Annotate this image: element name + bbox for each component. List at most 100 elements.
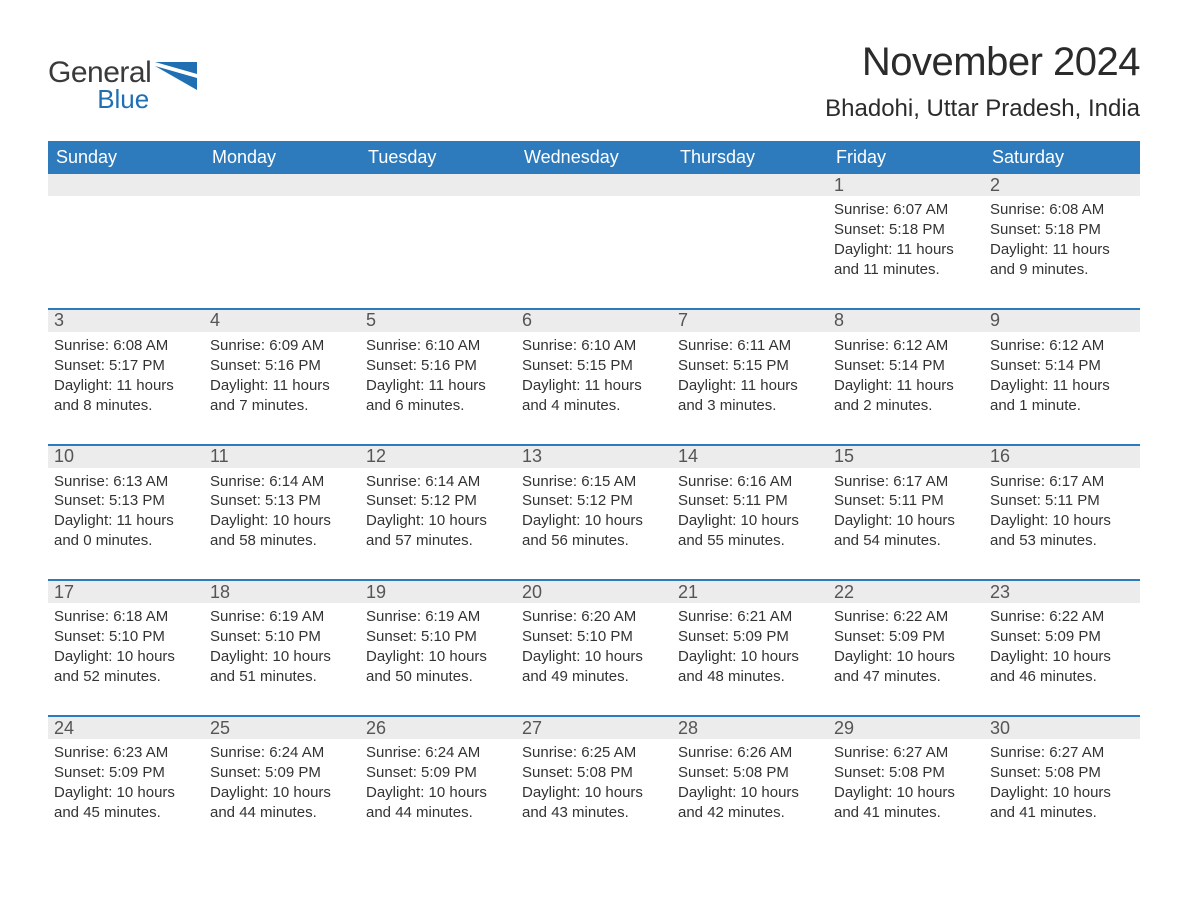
day-body: Sunrise: 6:07 AMSunset: 5:18 PMDaylight:… (828, 196, 984, 284)
dow-saturday: Saturday (984, 141, 1140, 174)
sunrise-text: Sunrise: 6:23 AM (54, 743, 198, 763)
location-label: Bhadohi, Uttar Pradesh, India (825, 95, 1140, 123)
day-number: 15 (834, 446, 854, 467)
day-body: Sunrise: 6:25 AMSunset: 5:08 PMDaylight:… (516, 739, 672, 827)
day-body: Sunrise: 6:10 AMSunset: 5:15 PMDaylight:… (516, 332, 672, 420)
sunrise-text: Sunrise: 6:12 AM (990, 336, 1134, 356)
day-number: 28 (678, 718, 698, 739)
day-number: 10 (54, 446, 74, 467)
sunrise-text: Sunrise: 6:10 AM (366, 336, 510, 356)
daylight-text: Daylight: 11 hours and 9 minutes. (990, 240, 1134, 280)
day-body: Sunrise: 6:19 AMSunset: 5:10 PMDaylight:… (204, 603, 360, 691)
day-number-bar: 16 (984, 446, 1140, 468)
day-number: 8 (834, 310, 844, 331)
sunrise-text: Sunrise: 6:27 AM (834, 743, 978, 763)
day-cell-empty (516, 174, 672, 284)
sunrise-text: Sunrise: 6:14 AM (366, 472, 510, 492)
sunset-text: Sunset: 5:15 PM (522, 356, 666, 376)
daylight-text: Daylight: 11 hours and 8 minutes. (54, 376, 198, 416)
daylight-text: Daylight: 11 hours and 7 minutes. (210, 376, 354, 416)
day-body: Sunrise: 6:08 AMSunset: 5:17 PMDaylight:… (48, 332, 204, 420)
day-number-bar: 7 (672, 310, 828, 332)
day-number-bar: 19 (360, 581, 516, 603)
day-number-bar: 20 (516, 581, 672, 603)
week-row: 24Sunrise: 6:23 AMSunset: 5:09 PMDayligh… (48, 715, 1140, 827)
day-body: Sunrise: 6:13 AMSunset: 5:13 PMDaylight:… (48, 468, 204, 556)
day-cell: 17Sunrise: 6:18 AMSunset: 5:10 PMDayligh… (48, 581, 204, 691)
sunrise-text: Sunrise: 6:24 AM (366, 743, 510, 763)
sunrise-text: Sunrise: 6:22 AM (834, 607, 978, 627)
sunrise-text: Sunrise: 6:17 AM (834, 472, 978, 492)
day-body: Sunrise: 6:17 AMSunset: 5:11 PMDaylight:… (984, 468, 1140, 556)
daylight-text: Daylight: 10 hours and 48 minutes. (678, 647, 822, 687)
sunset-text: Sunset: 5:16 PM (210, 356, 354, 376)
day-cell: 10Sunrise: 6:13 AMSunset: 5:13 PMDayligh… (48, 446, 204, 556)
logo: General Blue (48, 58, 197, 112)
day-cell: 21Sunrise: 6:21 AMSunset: 5:09 PMDayligh… (672, 581, 828, 691)
daylight-text: Daylight: 10 hours and 49 minutes. (522, 647, 666, 687)
day-number-bar: 2 (984, 174, 1140, 196)
sunset-text: Sunset: 5:18 PM (990, 220, 1134, 240)
daylight-text: Daylight: 10 hours and 52 minutes. (54, 647, 198, 687)
sunrise-text: Sunrise: 6:08 AM (54, 336, 198, 356)
day-body: Sunrise: 6:21 AMSunset: 5:09 PMDaylight:… (672, 603, 828, 691)
day-cell: 30Sunrise: 6:27 AMSunset: 5:08 PMDayligh… (984, 717, 1140, 827)
day-body: Sunrise: 6:19 AMSunset: 5:10 PMDaylight:… (360, 603, 516, 691)
sunset-text: Sunset: 5:09 PM (210, 763, 354, 783)
sunrise-text: Sunrise: 6:21 AM (678, 607, 822, 627)
day-body: Sunrise: 6:26 AMSunset: 5:08 PMDaylight:… (672, 739, 828, 827)
day-number-bar: 4 (204, 310, 360, 332)
day-body (360, 196, 516, 256)
day-number-bar: 30 (984, 717, 1140, 739)
sunrise-text: Sunrise: 6:07 AM (834, 200, 978, 220)
sunset-text: Sunset: 5:09 PM (54, 763, 198, 783)
sunset-text: Sunset: 5:09 PM (834, 627, 978, 647)
day-cell: 6Sunrise: 6:10 AMSunset: 5:15 PMDaylight… (516, 310, 672, 420)
day-of-week-header: SundayMondayTuesdayWednesdayThursdayFrid… (48, 141, 1140, 174)
day-body: Sunrise: 6:08 AMSunset: 5:18 PMDaylight:… (984, 196, 1140, 284)
day-number: 16 (990, 446, 1010, 467)
sunset-text: Sunset: 5:09 PM (990, 627, 1134, 647)
day-number-bar: 28 (672, 717, 828, 739)
day-body: Sunrise: 6:20 AMSunset: 5:10 PMDaylight:… (516, 603, 672, 691)
day-cell: 8Sunrise: 6:12 AMSunset: 5:14 PMDaylight… (828, 310, 984, 420)
day-number: 9 (990, 310, 1000, 331)
sunrise-text: Sunrise: 6:16 AM (678, 472, 822, 492)
sunrise-text: Sunrise: 6:19 AM (366, 607, 510, 627)
sunset-text: Sunset: 5:10 PM (366, 627, 510, 647)
daylight-text: Daylight: 11 hours and 2 minutes. (834, 376, 978, 416)
daylight-text: Daylight: 11 hours and 4 minutes. (522, 376, 666, 416)
logo-flag-icon (155, 62, 197, 90)
day-number: 30 (990, 718, 1010, 739)
day-number: 17 (54, 582, 74, 603)
day-number-bar: 6 (516, 310, 672, 332)
day-number: 14 (678, 446, 698, 467)
day-number: 21 (678, 582, 698, 603)
day-number-bar: 10 (48, 446, 204, 468)
sunrise-text: Sunrise: 6:22 AM (990, 607, 1134, 627)
daylight-text: Daylight: 10 hours and 44 minutes. (366, 783, 510, 823)
sunrise-text: Sunrise: 6:17 AM (990, 472, 1134, 492)
day-cell: 2Sunrise: 6:08 AMSunset: 5:18 PMDaylight… (984, 174, 1140, 284)
sunrise-text: Sunrise: 6:08 AM (990, 200, 1134, 220)
sunrise-text: Sunrise: 6:24 AM (210, 743, 354, 763)
day-number: 23 (990, 582, 1010, 603)
title-block: November 2024 Bhadohi, Uttar Pradesh, In… (825, 40, 1140, 123)
sunset-text: Sunset: 5:18 PM (834, 220, 978, 240)
sunset-text: Sunset: 5:14 PM (990, 356, 1134, 376)
day-body (48, 196, 204, 256)
day-cell: 22Sunrise: 6:22 AMSunset: 5:09 PMDayligh… (828, 581, 984, 691)
sunset-text: Sunset: 5:08 PM (990, 763, 1134, 783)
daylight-text: Daylight: 10 hours and 41 minutes. (834, 783, 978, 823)
logo-text: General Blue (48, 58, 151, 112)
daylight-text: Daylight: 10 hours and 44 minutes. (210, 783, 354, 823)
day-number-bar: 26 (360, 717, 516, 739)
day-cell: 3Sunrise: 6:08 AMSunset: 5:17 PMDaylight… (48, 310, 204, 420)
dow-wednesday: Wednesday (516, 141, 672, 174)
day-cell: 24Sunrise: 6:23 AMSunset: 5:09 PMDayligh… (48, 717, 204, 827)
month-title: November 2024 (825, 40, 1140, 85)
day-number-bar (672, 174, 828, 196)
sunset-text: Sunset: 5:13 PM (210, 491, 354, 511)
day-body: Sunrise: 6:27 AMSunset: 5:08 PMDaylight:… (828, 739, 984, 827)
day-number: 5 (366, 310, 376, 331)
